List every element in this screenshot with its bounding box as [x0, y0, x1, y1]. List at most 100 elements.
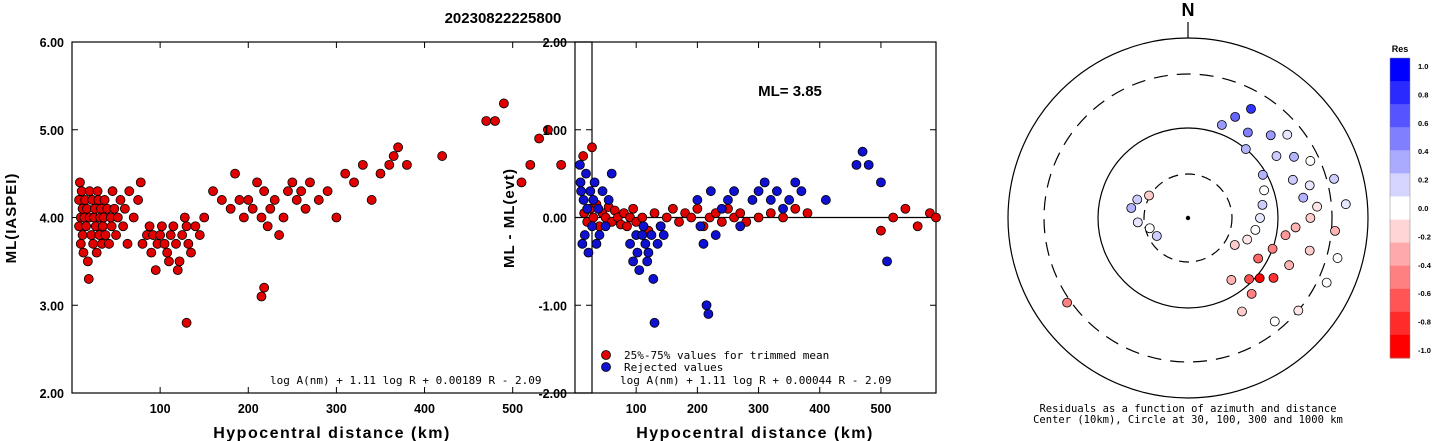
data-point	[765, 195, 776, 205]
data-point	[579, 230, 590, 240]
data-point	[686, 212, 697, 223]
colorbar-tick-label: -0.6	[1418, 289, 1431, 298]
data-point	[772, 186, 782, 197]
x-tick-label: 100	[150, 402, 171, 416]
data-point	[583, 247, 594, 258]
data-point	[603, 195, 614, 205]
data-point	[729, 186, 739, 197]
station-point	[1242, 127, 1253, 138]
data-point	[931, 212, 941, 223]
data-point	[642, 256, 653, 267]
data-point	[587, 142, 597, 153]
colorbar-segment	[1390, 334, 1410, 359]
data-point	[591, 238, 602, 249]
station-point	[1287, 174, 1298, 185]
data-point	[225, 203, 236, 214]
station-point	[1265, 130, 1276, 141]
data-point	[150, 265, 161, 276]
data-point	[322, 186, 333, 197]
data-point	[252, 177, 262, 188]
colorbar-tick-label: 0.6	[1418, 119, 1428, 128]
north-label: N	[1182, 0, 1195, 20]
magnitude-distance-panel: 100 200 300 400 500 2.00 3.00 4.00 5.00 6.00 Hypo…	[3, 36, 597, 441]
station-point	[1330, 225, 1340, 236]
data-point	[262, 221, 273, 232]
x-tick-label: 500	[871, 402, 892, 416]
station-point	[1242, 234, 1253, 245]
station-point	[1340, 199, 1351, 210]
caption-line-2: Center (10km), Circle at 30, 100, 300 an…	[1033, 414, 1343, 426]
data-point	[498, 98, 509, 109]
colorbar-tick-label: -0.4	[1418, 261, 1432, 270]
colorbar-segment	[1390, 219, 1410, 244]
data-point	[649, 317, 660, 328]
data-point	[900, 203, 911, 214]
data-point	[723, 195, 733, 205]
data-point	[388, 151, 399, 161]
colorbar-segment	[1390, 173, 1410, 197]
data-point	[99, 195, 110, 205]
data-point	[109, 203, 120, 214]
station-point	[1312, 201, 1323, 212]
data-point	[135, 177, 146, 188]
data-point	[597, 186, 608, 197]
data-point	[278, 212, 289, 223]
data-point	[256, 291, 267, 302]
data-point	[622, 221, 632, 232]
data-point	[100, 230, 111, 240]
data-point	[574, 159, 585, 170]
data-point	[716, 203, 727, 214]
data-point	[695, 221, 706, 232]
y-tick-label: 5.00	[40, 124, 64, 138]
data-point	[305, 177, 315, 188]
station-point	[1253, 253, 1264, 264]
x-tick-label: 200	[687, 402, 708, 416]
caption-line-1: Residuals as a function of azimuth and d…	[1039, 403, 1336, 415]
data-point	[331, 212, 342, 223]
colorbar-segment	[1390, 288, 1410, 313]
data-point	[625, 238, 635, 249]
formula-label: log A(nm) + 1.11 log R + 0.00044 R - 2.0…	[620, 374, 892, 387]
colorbar-title: Res	[1392, 44, 1409, 54]
data-point	[230, 168, 240, 179]
station-point	[1250, 224, 1261, 235]
data-point	[576, 186, 587, 197]
data-point	[437, 151, 448, 161]
x-tick-label: 400	[809, 402, 830, 416]
data-point	[119, 203, 130, 214]
data-point	[162, 247, 173, 258]
colorbar-tick-label: -1.0	[1418, 346, 1431, 355]
data-point	[159, 238, 170, 249]
data-point	[790, 203, 801, 214]
data-point	[177, 230, 188, 240]
station-point	[1289, 151, 1299, 162]
data-point	[692, 203, 703, 214]
data-point	[91, 247, 102, 258]
data-point	[628, 256, 639, 267]
data-point	[181, 317, 192, 328]
data-point	[638, 221, 649, 232]
station-point	[1282, 129, 1293, 140]
colorbar-tick-label: -0.2	[1418, 232, 1431, 241]
station-point	[1126, 203, 1137, 213]
data-point	[107, 186, 118, 197]
epicenter-marker	[1185, 215, 1191, 221]
data-point	[778, 203, 788, 214]
colorbar-segment	[1390, 311, 1410, 336]
station-point	[1284, 260, 1295, 271]
data-point	[179, 212, 190, 223]
station-point	[1267, 243, 1278, 254]
data-point	[575, 177, 586, 188]
station-point	[1298, 192, 1309, 203]
y-axis-label: ML - ML(evt)	[501, 168, 518, 268]
colorbar-tick-label: 0.8	[1418, 90, 1428, 99]
x-tick-label: 300	[326, 402, 347, 416]
data-point	[259, 282, 270, 293]
data-point	[778, 212, 788, 223]
legend-marker-rejected	[601, 362, 611, 372]
data-point	[155, 230, 166, 240]
station-point	[1257, 169, 1268, 180]
data-point	[640, 238, 651, 249]
colorbar-tick-label: 0.0	[1418, 204, 1428, 213]
